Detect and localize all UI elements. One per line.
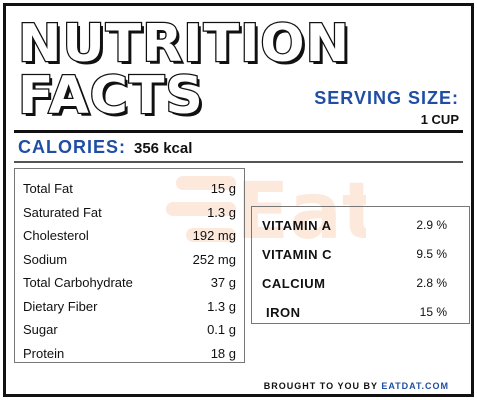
nutrient-amount: 37 g bbox=[210, 275, 236, 290]
vitamin-name: CALCIUM bbox=[262, 276, 326, 291]
divider-thin bbox=[14, 161, 463, 163]
nutrient-amount: 192 mg bbox=[192, 228, 236, 243]
watermark-bar-bottom bbox=[186, 228, 236, 242]
nutrient-amount: 18 g bbox=[210, 345, 236, 361]
vitamin-amount: 15 % bbox=[419, 305, 447, 319]
footer-text: BROUGHT TO YOU BY bbox=[263, 381, 378, 391]
watermark-bar-top bbox=[176, 176, 236, 190]
divider-thick bbox=[14, 130, 463, 133]
vitamin-amount: 2.9 % bbox=[416, 218, 447, 232]
calories-label: CALORIES: bbox=[18, 137, 126, 157]
vitamin-amount: 9.5 % bbox=[416, 247, 447, 261]
eatdat-watermark-logo: Eat dat bbox=[166, 167, 366, 257]
footer-credit: BROUGHT TO YOU BY EATDAT.COM bbox=[264, 381, 449, 391]
footer-brand-link[interactable]: EATDAT.COM bbox=[381, 381, 449, 391]
nutrient-amount: 15 g bbox=[210, 181, 236, 196]
nutrient-amount: 252 mg bbox=[192, 251, 236, 267]
nutrient-amount: 1.3 g bbox=[207, 204, 236, 220]
calories-line: CALORIES: 356 kcal bbox=[18, 137, 192, 158]
nutrient-name: Total Carbohydrate bbox=[23, 275, 133, 290]
serving-size-label: SERVING SIZE: bbox=[314, 88, 459, 108]
vitamin-amount: 2.8 % bbox=[416, 276, 447, 290]
nutrient-name: Saturated Fat bbox=[23, 204, 102, 220]
nutrient-name: Total Fat bbox=[23, 181, 73, 196]
title-line-2: FACTS bbox=[17, 66, 204, 126]
nutrient-name: Cholesterol bbox=[23, 228, 89, 243]
vitamin-name: VITAMIN C bbox=[262, 247, 332, 262]
nutrient-name: Sugar bbox=[23, 322, 58, 337]
calories-value: 356 kcal bbox=[134, 140, 193, 157]
nutrient-name: Protein bbox=[23, 345, 65, 361]
watermark-bar-mid bbox=[166, 202, 236, 216]
nutrient-name: Sodium bbox=[23, 251, 68, 267]
serving-size-value: 1 CUP bbox=[420, 112, 459, 127]
vitamins-box: VITAMIN A 2.9 % VITAMIN C 9.5 % CALCIUM 2.8 %… bbox=[251, 206, 470, 324]
vitamin-name: VITAMIN A bbox=[262, 218, 332, 233]
watermark-text: Eat dat bbox=[236, 167, 366, 257]
nutrient-amount: 1.3 g bbox=[207, 298, 236, 314]
nutrients-box: Total Fat 15 g Saturated Fat 1.3 g Cholester… bbox=[14, 168, 245, 363]
nutrient-amount: 0.1 g bbox=[207, 322, 236, 337]
vitamin-name: IRON bbox=[266, 305, 301, 320]
title-line-1: NUTRITION bbox=[17, 14, 351, 74]
nutrition-label: NUTRITION FACTS SERVING SIZE: 1 CUP CALO… bbox=[3, 3, 474, 397]
nutrient-name: Dietary Fiber bbox=[23, 298, 98, 314]
